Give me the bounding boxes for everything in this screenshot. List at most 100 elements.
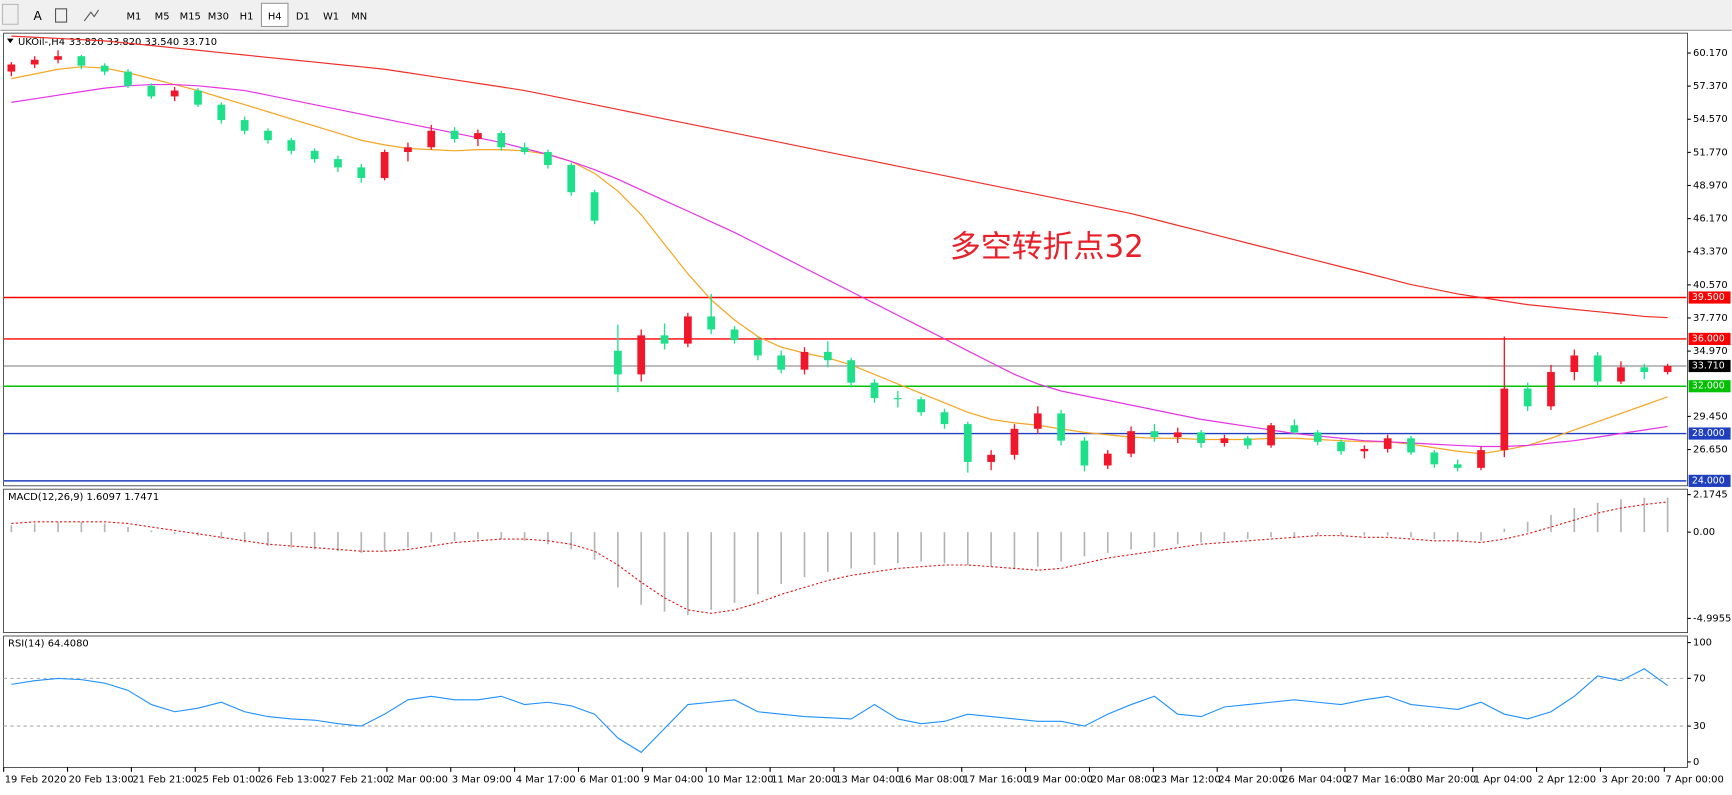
candle-body bbox=[1500, 388, 1509, 451]
candle-body bbox=[1103, 453, 1112, 466]
level-label: 36.000 bbox=[1692, 333, 1725, 344]
timeframe-button[interactable]: M15 bbox=[180, 12, 201, 23]
x-tick-label: 24 Mar 20:00 bbox=[1218, 775, 1284, 786]
candle-body bbox=[404, 147, 412, 153]
x-tick-label: 2 Apr 12:00 bbox=[1538, 775, 1596, 786]
candle-body bbox=[427, 130, 436, 148]
candle-body bbox=[823, 351, 832, 361]
candle-body bbox=[987, 454, 995, 462]
timeframe-button[interactable]: M5 bbox=[155, 12, 170, 23]
macd-signal bbox=[11, 501, 1668, 614]
candle-body bbox=[194, 90, 202, 105]
x-tick-label: 10 Mar 12:00 bbox=[707, 775, 773, 786]
x-tick-label: 20 Mar 08:00 bbox=[1091, 775, 1157, 786]
objects-tool[interactable] bbox=[83, 9, 100, 22]
text-tool[interactable]: A bbox=[33, 9, 42, 23]
x-tick-label: 4 Mar 17:00 bbox=[516, 775, 576, 786]
rsi-line bbox=[11, 668, 1668, 754]
candle-body bbox=[1640, 367, 1649, 373]
label-tool[interactable] bbox=[54, 8, 68, 23]
candle-body bbox=[240, 120, 249, 131]
candle-body bbox=[684, 316, 692, 344]
toolbar bbox=[0, 0, 1732, 31]
candle-body bbox=[1337, 441, 1345, 452]
x-tick-label: 11 Mar 20:00 bbox=[771, 775, 837, 786]
candle-body bbox=[870, 382, 879, 399]
candle-body bbox=[730, 329, 739, 341]
candle-body bbox=[1010, 428, 1019, 455]
active-timeframe bbox=[260, 2, 289, 28]
candle-body bbox=[54, 56, 62, 60]
candle-body bbox=[357, 167, 366, 179]
candle-body bbox=[753, 340, 762, 356]
y-tick-label: 51.770 bbox=[1693, 147, 1728, 158]
candle-body bbox=[147, 85, 156, 97]
level-label: 24.000 bbox=[1692, 475, 1725, 486]
x-tick-label: 6 Mar 01:00 bbox=[580, 775, 640, 786]
level-label: 32.000 bbox=[1692, 381, 1725, 392]
x-tick-label: 17 Mar 16:00 bbox=[963, 775, 1029, 786]
y-tick-label: 100 bbox=[1693, 638, 1712, 649]
candle-body bbox=[520, 147, 529, 153]
candle-body bbox=[264, 130, 272, 141]
candle-body bbox=[567, 165, 576, 193]
x-tick-label: 23 Mar 12:00 bbox=[1154, 775, 1220, 786]
rsi-title: RSI(14) 64.4080 bbox=[8, 639, 89, 650]
candle-body bbox=[660, 335, 669, 344]
timeframe-button[interactable]: M1 bbox=[126, 12, 141, 23]
candle-body bbox=[30, 59, 39, 65]
moving-average bbox=[11, 83, 1668, 448]
candle-body bbox=[1127, 431, 1135, 454]
x-tick-label: 19 Feb 2020 bbox=[5, 775, 67, 786]
y-tick-label: 2.1745 bbox=[1693, 490, 1728, 501]
x-tick-label: 9 Mar 04:00 bbox=[643, 775, 703, 786]
x-tick-label: 26 Mar 04:00 bbox=[1282, 775, 1348, 786]
x-tick-label: 21 Feb 21:00 bbox=[132, 775, 197, 786]
x-tick-label: 13 Mar 04:00 bbox=[835, 775, 901, 786]
candle-body bbox=[124, 71, 132, 86]
candle-body bbox=[1267, 425, 1275, 446]
x-tick-label: 26 Feb 13:00 bbox=[260, 775, 325, 786]
x-tick-label: 30 Mar 20:00 bbox=[1410, 775, 1476, 786]
menu-button[interactable] bbox=[1, 3, 19, 25]
candle-body bbox=[614, 350, 622, 375]
timeframe-button[interactable]: MN bbox=[351, 12, 367, 23]
candle-body bbox=[380, 152, 389, 179]
annotation: 多空转折点32 bbox=[950, 229, 1144, 265]
candle-body bbox=[917, 399, 926, 413]
candle-body bbox=[590, 192, 599, 221]
timeframe-button[interactable]: H4 bbox=[268, 12, 282, 23]
candle-body bbox=[77, 56, 86, 66]
x-tick-label: 1 Apr 04:00 bbox=[1474, 775, 1532, 786]
candle-body bbox=[1057, 413, 1065, 441]
candle-body bbox=[940, 412, 949, 425]
x-tick-label: 27 Feb 21:00 bbox=[324, 775, 389, 786]
candle-body bbox=[450, 130, 459, 139]
y-tick-label: 57.370 bbox=[1693, 81, 1728, 92]
x-tick-label: 25 Feb 01:00 bbox=[196, 775, 261, 786]
price-panel bbox=[3, 32, 1688, 487]
candle-body bbox=[1523, 388, 1532, 407]
y-tick-label: 37.770 bbox=[1693, 313, 1728, 324]
candle-body bbox=[544, 152, 552, 166]
candle-body bbox=[637, 335, 646, 375]
candle-body bbox=[1453, 464, 1462, 468]
macd-title: MACD(12,26,9) 1.6097 1.7471 bbox=[8, 492, 159, 503]
x-tick-label: 3 Apr 20:00 bbox=[1602, 775, 1660, 786]
timeframe-button[interactable]: D1 bbox=[296, 12, 310, 23]
y-tick-label: 46.170 bbox=[1693, 214, 1728, 225]
y-tick-label: 48.970 bbox=[1693, 180, 1728, 191]
candle-body bbox=[474, 133, 482, 139]
candle-body bbox=[1313, 432, 1322, 442]
timeframe-button[interactable]: H1 bbox=[240, 12, 254, 23]
x-tick-label: 19 Mar 00:00 bbox=[1027, 775, 1093, 786]
timeframe-button[interactable]: W1 bbox=[323, 12, 339, 23]
level-label: 28.000 bbox=[1692, 428, 1725, 439]
candle-body bbox=[1407, 438, 1415, 453]
candle-body bbox=[1547, 372, 1555, 407]
macd-panel bbox=[3, 488, 1688, 634]
candle-body bbox=[1033, 413, 1042, 429]
timeframe-button[interactable]: M30 bbox=[208, 12, 229, 23]
